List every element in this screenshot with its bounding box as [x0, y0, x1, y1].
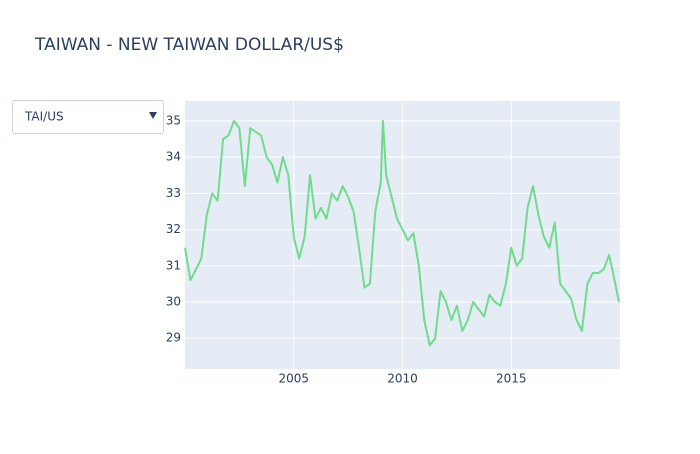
dropdown-box[interactable] [12, 100, 164, 134]
y-tick-label: 29 [166, 331, 181, 345]
y-tick-label: 33 [166, 186, 181, 200]
dropdown[interactable]: TAI/US [12, 100, 164, 134]
line [184, 119, 620, 347]
y-tick-label: 35 [166, 113, 181, 127]
dropdown-arrow[interactable] [149, 112, 157, 119]
x-tick-label: 2010 [387, 372, 418, 386]
x-tick-label: 2005 [278, 372, 309, 386]
y-tick-label: 31 [166, 258, 181, 272]
dropdown-label[interactable]: TAI/US [24, 110, 64, 124]
y-tick-label: 34 [166, 150, 181, 164]
y-tick-label: 30 [166, 295, 181, 309]
chart-title: TAIWAN - NEW TAIWAN DOLLAR/US$ [34, 35, 344, 55]
y-tick-label: 32 [166, 222, 181, 236]
x-tick-label: 2015 [496, 372, 527, 386]
